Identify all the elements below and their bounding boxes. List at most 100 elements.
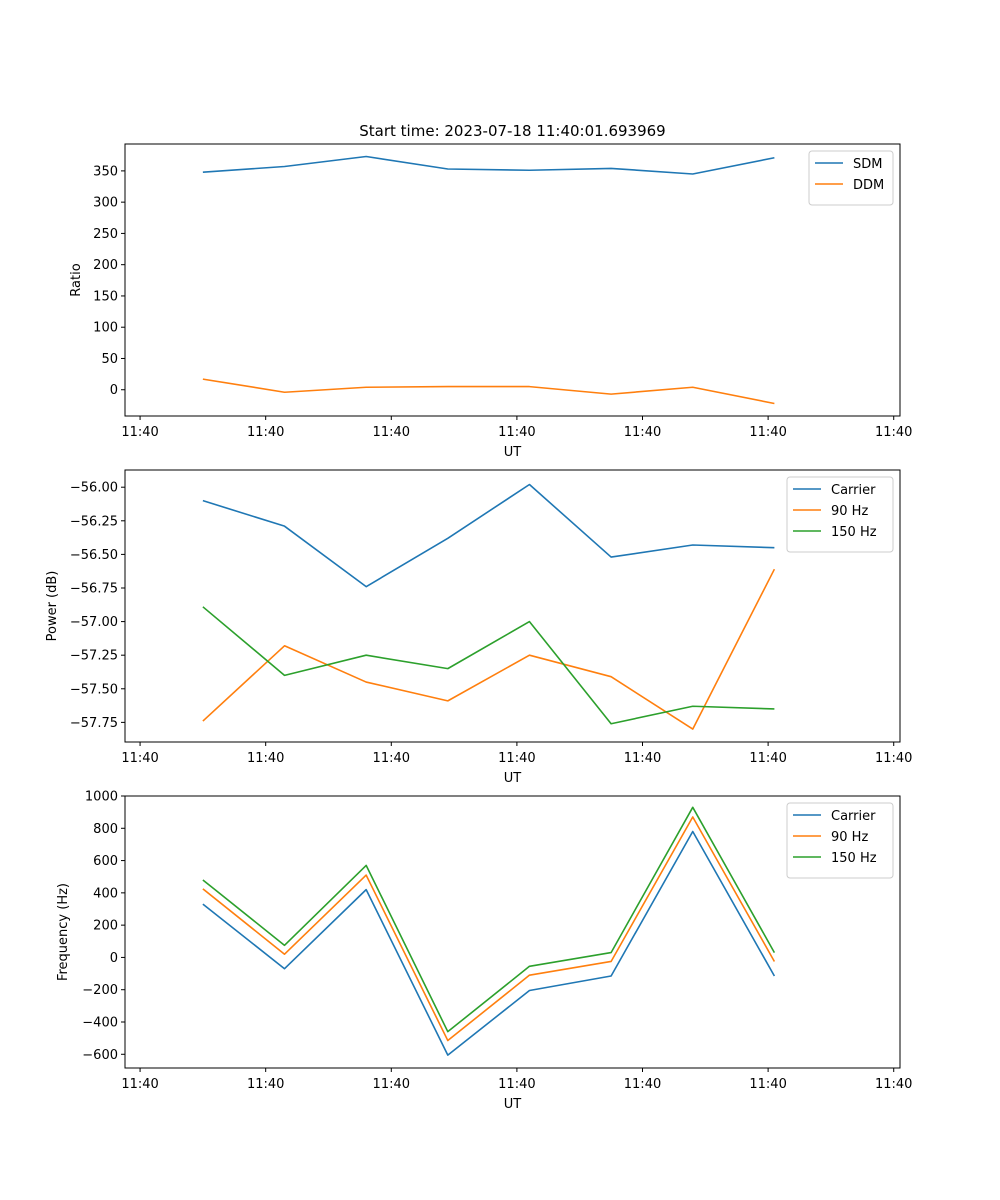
data-point <box>447 1054 449 1056</box>
data-point <box>283 674 285 676</box>
data-point <box>692 816 694 818</box>
data-point <box>528 654 530 656</box>
x-tick-label: 11:40 <box>498 751 535 766</box>
y-tick-label: 1000 <box>85 790 118 805</box>
y-tick-label: 0 <box>110 951 118 966</box>
data-point <box>610 723 612 725</box>
legend-box <box>808 150 894 206</box>
data-point <box>773 546 775 548</box>
data-point <box>365 864 367 866</box>
data-point <box>692 173 694 175</box>
data-point <box>283 391 285 393</box>
axes-frame <box>124 795 901 1069</box>
data-point <box>528 169 530 171</box>
data-point <box>773 568 775 570</box>
x-tick-label: 11:40 <box>875 425 912 440</box>
y-tick-label: −200 <box>82 983 118 998</box>
data-point <box>692 705 694 707</box>
x-tick-label: 11:40 <box>875 751 912 766</box>
plots-container: 0 50 100 150 200 250 300 350 11:40 11:40 11:40 11:4… <box>45 143 912 1113</box>
y-tick-label: −57.00 <box>70 615 118 630</box>
axes-frame <box>124 143 901 417</box>
data-point <box>202 171 204 173</box>
data-point <box>692 386 694 388</box>
y-tick-label: −56.00 <box>70 481 118 496</box>
axes-frame <box>124 469 901 743</box>
data-point <box>610 167 612 169</box>
data-point <box>447 537 449 539</box>
data-point <box>528 989 530 991</box>
data-point <box>447 168 449 170</box>
x-axis-label: UT <box>504 1097 522 1112</box>
x-tick-label: 11:40 <box>247 425 284 440</box>
data-point <box>202 879 204 881</box>
data-point <box>365 874 367 876</box>
y-tick-label: 800 <box>93 822 118 837</box>
data-point <box>283 525 285 527</box>
x-tick-label: 11:40 <box>875 1077 912 1092</box>
series-line-sdm <box>202 155 775 175</box>
legend-label: SDM <box>853 157 882 172</box>
data-point <box>692 806 694 808</box>
series-line-150-hz <box>202 606 775 725</box>
y-tick-label: −57.25 <box>70 649 118 664</box>
x-tick-label: 11:40 <box>498 425 535 440</box>
data-point <box>202 720 204 722</box>
legend-box <box>786 802 894 879</box>
y-tick-label: −56.25 <box>70 514 118 529</box>
data-point <box>610 951 612 953</box>
y-tick-label: 200 <box>93 919 118 934</box>
data-point <box>447 385 449 387</box>
data-point <box>773 951 775 953</box>
data-point <box>773 157 775 159</box>
legend: Carrier 90 Hz 150 Hz <box>786 802 894 879</box>
y-tick-label: 100 <box>93 321 118 336</box>
y-tick-label: 50 <box>101 352 118 367</box>
data-point <box>365 585 367 587</box>
data-point <box>202 499 204 501</box>
x-tick-label: 11:40 <box>749 425 786 440</box>
data-point <box>692 728 694 730</box>
y-tick-label: −400 <box>82 1015 118 1030</box>
y-tick-label: 0 <box>110 383 118 398</box>
x-tick-label: 11:40 <box>121 751 158 766</box>
data-point <box>283 968 285 970</box>
data-point <box>202 888 204 890</box>
data-point <box>202 378 204 380</box>
series-line-90-hz <box>202 568 776 730</box>
y-tick-label: 150 <box>93 289 118 304</box>
y-tick-label: −600 <box>82 1048 118 1063</box>
data-point <box>447 1039 449 1041</box>
y-tick-label: −57.50 <box>70 682 118 697</box>
data-point <box>365 386 367 388</box>
x-tick-label: 11:40 <box>373 751 410 766</box>
y-tick-label: −56.75 <box>70 581 118 596</box>
frequency-panel: −600 −400 −200 0 200 400 600 800 1000 11:40 11:40 1… <box>56 790 912 1113</box>
series-line-carrier <box>202 830 776 1056</box>
x-tick-label: 11:40 <box>749 751 786 766</box>
data-point <box>447 667 449 669</box>
y-tick-label: 200 <box>93 258 118 273</box>
legend: SDM DDM <box>808 150 894 206</box>
data-point <box>773 960 775 962</box>
figure-title: Start time: 2023-07-18 11:40:01.693969 <box>359 122 665 140</box>
data-point <box>365 654 367 656</box>
x-tick-label: 11:40 <box>624 425 661 440</box>
y-tick-label: 250 <box>93 227 118 242</box>
x-tick-label: 11:40 <box>247 751 284 766</box>
data-point <box>528 965 530 967</box>
y-axis-label: Frequency (Hz) <box>56 883 71 981</box>
data-point <box>365 888 367 890</box>
data-point <box>283 165 285 167</box>
series-line-carrier <box>202 483 775 588</box>
data-point <box>528 974 530 976</box>
data-point <box>447 700 449 702</box>
y-tick-label: −57.75 <box>70 716 118 731</box>
legend: Carrier 90 Hz 150 Hz <box>786 476 894 553</box>
data-point <box>447 1030 449 1032</box>
series-line-ddm <box>202 378 775 405</box>
x-tick-label: 11:40 <box>121 425 158 440</box>
legend-label: DDM <box>853 178 884 193</box>
legend-label: Carrier <box>831 483 876 498</box>
ratio-panel: 0 50 100 150 200 250 300 350 11:40 11:40 11:40 11:4… <box>69 143 912 460</box>
